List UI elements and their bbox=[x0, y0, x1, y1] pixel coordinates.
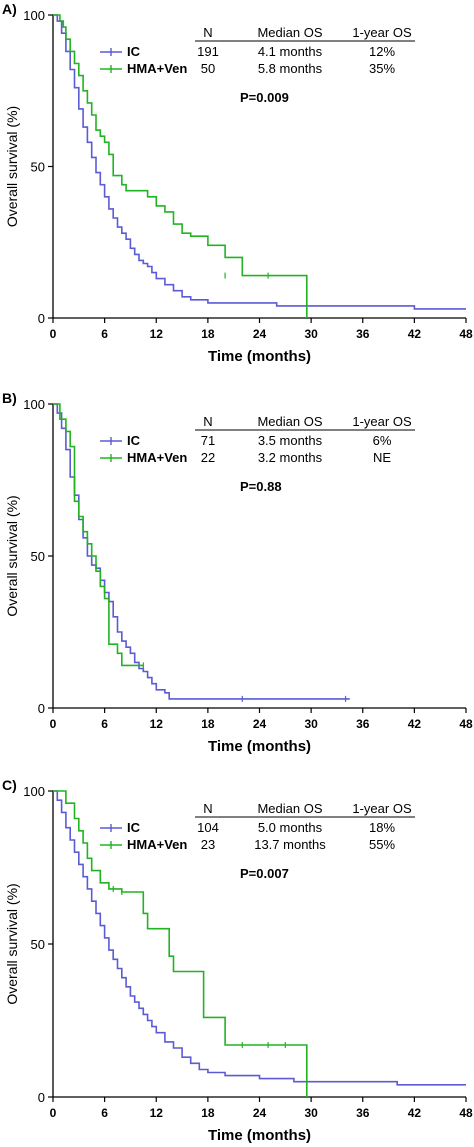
km-curve-ic bbox=[53, 403, 350, 700]
legend-header: Median OS bbox=[257, 801, 322, 816]
y-tick-label: 50 bbox=[31, 937, 45, 952]
legend-one-year-os: 35% bbox=[369, 61, 395, 76]
legend-one-year-os: 18% bbox=[369, 820, 395, 835]
km-curve-ic bbox=[53, 790, 466, 1086]
panel-label: A) bbox=[2, 1, 17, 17]
p-value: P=0.88 bbox=[240, 479, 282, 494]
x-tick-label: 18 bbox=[201, 1106, 215, 1120]
legend-series-name: IC bbox=[127, 820, 141, 835]
y-tick-label: 0 bbox=[38, 311, 45, 326]
legend-header: N bbox=[203, 25, 212, 40]
x-tick-label: 24 bbox=[253, 1106, 267, 1120]
x-tick-label: 30 bbox=[304, 717, 318, 731]
legend-series-name: HMA+Ven bbox=[127, 61, 187, 76]
km-curve-ic bbox=[53, 14, 466, 310]
x-tick-label: 18 bbox=[201, 717, 215, 731]
x-tick-label: 30 bbox=[304, 327, 318, 341]
y-axis-label: Overall survival (%) bbox=[4, 495, 20, 616]
x-tick-label: 30 bbox=[304, 1106, 318, 1120]
legend-header: Median OS bbox=[257, 25, 322, 40]
p-value: P=0.009 bbox=[240, 90, 289, 105]
y-tick-label: 100 bbox=[23, 8, 45, 23]
y-tick-label: 50 bbox=[31, 160, 45, 175]
x-tick-label: 36 bbox=[356, 717, 370, 731]
chart-panel-3: C) 0 50 100 0 6 12 18 24 30 36 42 48 Time (months) Ove… bbox=[2, 777, 473, 1144]
legend-n: 104 bbox=[197, 820, 219, 835]
x-tick-label: 48 bbox=[459, 717, 473, 731]
x-tick-label: 42 bbox=[408, 327, 422, 341]
x-axis-label: Time (months) bbox=[208, 348, 311, 365]
legend-series-name: HMA+Ven bbox=[127, 837, 187, 852]
y-tick-label: 0 bbox=[38, 701, 45, 716]
panel-label: B) bbox=[2, 390, 17, 406]
legend-one-year-os: 55% bbox=[369, 837, 395, 852]
y-axis-label: Overall survival (%) bbox=[4, 883, 20, 1004]
y-tick-label: 100 bbox=[23, 397, 45, 412]
y-axis-label: Overall survival (%) bbox=[4, 106, 20, 227]
legend-median-os: 3.5 months bbox=[258, 433, 323, 448]
p-value: P=0.007 bbox=[240, 866, 289, 881]
x-tick-label: 48 bbox=[459, 327, 473, 341]
x-tick-label: 42 bbox=[408, 717, 422, 731]
km-curve-hma-ven bbox=[53, 403, 144, 667]
legend-series-name: IC bbox=[127, 433, 141, 448]
y-tick-label: 50 bbox=[31, 549, 45, 564]
x-tick-label: 36 bbox=[356, 1106, 370, 1120]
legend-n: 23 bbox=[201, 837, 215, 852]
legend-n: 191 bbox=[197, 44, 219, 59]
x-tick-label: 24 bbox=[253, 327, 267, 341]
y-tick-label: 0 bbox=[38, 1090, 45, 1105]
chart-panel-2: B) 0 50 100 0 6 12 18 24 30 36 42 48 Time (months) Ove… bbox=[2, 390, 473, 755]
x-axis-label: Time (months) bbox=[208, 1127, 311, 1144]
legend-n: 71 bbox=[201, 433, 215, 448]
legend-series-name: HMA+Ven bbox=[127, 450, 187, 465]
x-tick-label: 12 bbox=[150, 1106, 164, 1120]
legend-header: 1-year OS bbox=[352, 25, 412, 40]
x-tick-label: 0 bbox=[50, 717, 57, 731]
legend-median-os: 4.1 months bbox=[258, 44, 323, 59]
x-tick-label: 24 bbox=[253, 717, 267, 731]
legend-header: 1-year OS bbox=[352, 801, 412, 816]
x-tick-label: 18 bbox=[201, 327, 215, 341]
legend-header: Median OS bbox=[257, 414, 322, 429]
x-tick-label: 36 bbox=[356, 327, 370, 341]
x-tick-label: 0 bbox=[50, 1106, 57, 1120]
legend-median-os: 5.8 months bbox=[258, 61, 323, 76]
x-tick-label: 12 bbox=[150, 327, 164, 341]
legend-n: 50 bbox=[201, 61, 215, 76]
legend-header: N bbox=[203, 801, 212, 816]
x-tick-label: 42 bbox=[408, 1106, 422, 1120]
y-tick-label: 100 bbox=[23, 784, 45, 799]
legend-header: N bbox=[203, 414, 212, 429]
legend-one-year-os: 12% bbox=[369, 44, 395, 59]
x-tick-label: 6 bbox=[101, 327, 108, 341]
x-tick-label: 48 bbox=[459, 1106, 473, 1120]
chart-panel-1: A) 0 50 100 0 6 12 18 24 30 36 42 48 Time (months) Ove… bbox=[2, 1, 473, 365]
legend-n: 22 bbox=[201, 450, 215, 465]
legend-one-year-os: NE bbox=[373, 450, 391, 465]
legend-median-os: 13.7 months bbox=[254, 837, 326, 852]
x-tick-label: 6 bbox=[101, 717, 108, 731]
legend-one-year-os: 6% bbox=[373, 433, 392, 448]
x-tick-label: 0 bbox=[50, 327, 57, 341]
legend-series-name: IC bbox=[127, 44, 141, 59]
legend-median-os: 5.0 months bbox=[258, 820, 323, 835]
x-axis-label: Time (months) bbox=[208, 738, 311, 755]
panel-label: C) bbox=[2, 777, 17, 793]
x-tick-label: 6 bbox=[101, 1106, 108, 1120]
km-curve-hma-ven bbox=[53, 790, 308, 1097]
legend-median-os: 3.2 months bbox=[258, 450, 323, 465]
legend-header: 1-year OS bbox=[352, 414, 412, 429]
x-tick-label: 12 bbox=[150, 717, 164, 731]
km-curve-hma-ven bbox=[53, 14, 308, 318]
